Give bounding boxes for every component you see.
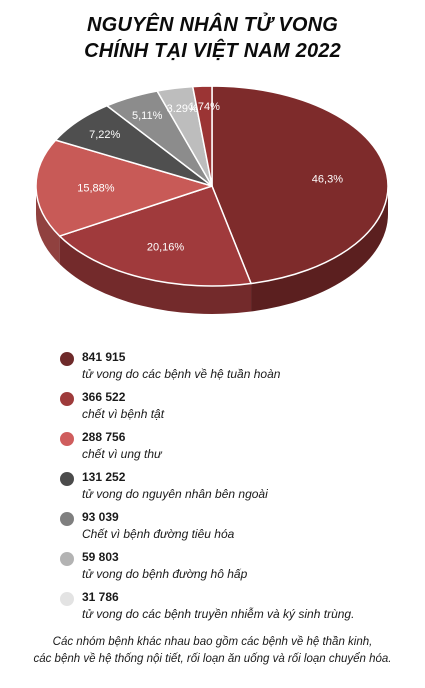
pie-percent-label: 20,16% [147, 242, 185, 254]
footnote: Các nhóm bệnh khác nhau bao gồm các bệnh… [0, 634, 425, 668]
legend: 841 915 tử vong do các bệnh về hệ tuần h… [60, 348, 415, 628]
pie-slice [58, 185, 252, 287]
pie-slices [35, 85, 389, 287]
pie-percent-label: 46,3% [312, 174, 343, 186]
legend-value: 841 915 [82, 350, 126, 364]
legend-value: 93 039 [82, 510, 119, 524]
chart-title-line-2: CHÍNH TẠI VIỆT NAM 2022 [84, 40, 341, 62]
pie-percent-label: 3.29% [167, 103, 198, 115]
footnote-line-1: Các nhóm bệnh khác nhau bao gồm các bệnh… [52, 636, 373, 648]
pie-slice [211, 85, 389, 285]
pie-labels: 46,3% 20,16% 15,88% 7,22% 5,11% 3.29%1.74% [77, 101, 343, 253]
pie-slice [35, 139, 213, 237]
pie-percent-label: 7,22% [89, 129, 120, 141]
legend-value: 366 522 [82, 390, 126, 404]
pie-slice-side [251, 186, 388, 312]
legend-color-dot [60, 592, 74, 606]
legend-item: 131 252 tử vong do nguyên nhân bên ngoài [60, 468, 415, 508]
legend-description: Chết vì bệnh đường tiêu hóa [82, 527, 235, 541]
legend-color-dot [60, 352, 74, 366]
legend-description: tử vong do nguyên nhân bên ngoài [82, 487, 268, 501]
footnote-line-2: các bệnh về hệ thống nội tiết, rối loạn … [33, 653, 392, 665]
legend-color-dot [60, 432, 74, 446]
legend-value: 131 252 [82, 470, 126, 484]
legend-description: tử vong do bệnh đường hô hấp [82, 567, 248, 581]
legend-description: chết vì bệnh tật [82, 407, 165, 421]
legend-item: 93 039 Chết vì bệnh đường tiêu hóa [60, 508, 415, 548]
pie-slice-side [59, 236, 252, 314]
legend-value: 31 786 [82, 590, 119, 604]
pie-slice [191, 85, 213, 187]
legend-item: 841 915 tử vong do các bệnh về hệ tuần h… [60, 348, 415, 388]
legend-color-dot [60, 392, 74, 406]
pie-chart: 46,3% 20,16% 15,88% 7,22% 5,11% 3.29%1.74% [35, 85, 389, 314]
legend-color-dot [60, 472, 74, 486]
legend-item: 31 786 tử vong do các bệnh truyền nhiễm … [60, 588, 415, 628]
chart-title-line-1: NGUYÊN NHÂN TỬ VONG [86, 14, 339, 36]
chart-title: NGUYÊN NHÂN TỬ VONG CHÍNH TẠI VIỆT NAM 2… [0, 12, 425, 64]
pie-side-walls [36, 186, 388, 314]
legend-description: chết vì ung thư [82, 447, 162, 461]
legend-color-dot [60, 512, 74, 526]
legend-value: 288 756 [82, 430, 126, 444]
legend-value: 59 803 [82, 550, 119, 564]
pie-percent-label: 15,88% [77, 183, 115, 195]
legend-item: 366 522 chết vì bệnh tật [60, 388, 415, 428]
legend-description: tử vong do các bệnh truyền nhiễm và ký s… [82, 607, 355, 621]
pie-slice-side [36, 186, 60, 265]
legend-item: 288 756 chết vì ung thư [60, 428, 415, 468]
legend-description: tử vong do các bệnh về hệ tuần hoàn [82, 367, 281, 381]
legend-color-dot [60, 552, 74, 566]
pie-percent-label: 1.74% [189, 101, 220, 113]
legend-item: 59 803 tử vong do bệnh đường hô hấp [60, 548, 415, 588]
pie-percent-label: 5,11% [132, 110, 163, 122]
